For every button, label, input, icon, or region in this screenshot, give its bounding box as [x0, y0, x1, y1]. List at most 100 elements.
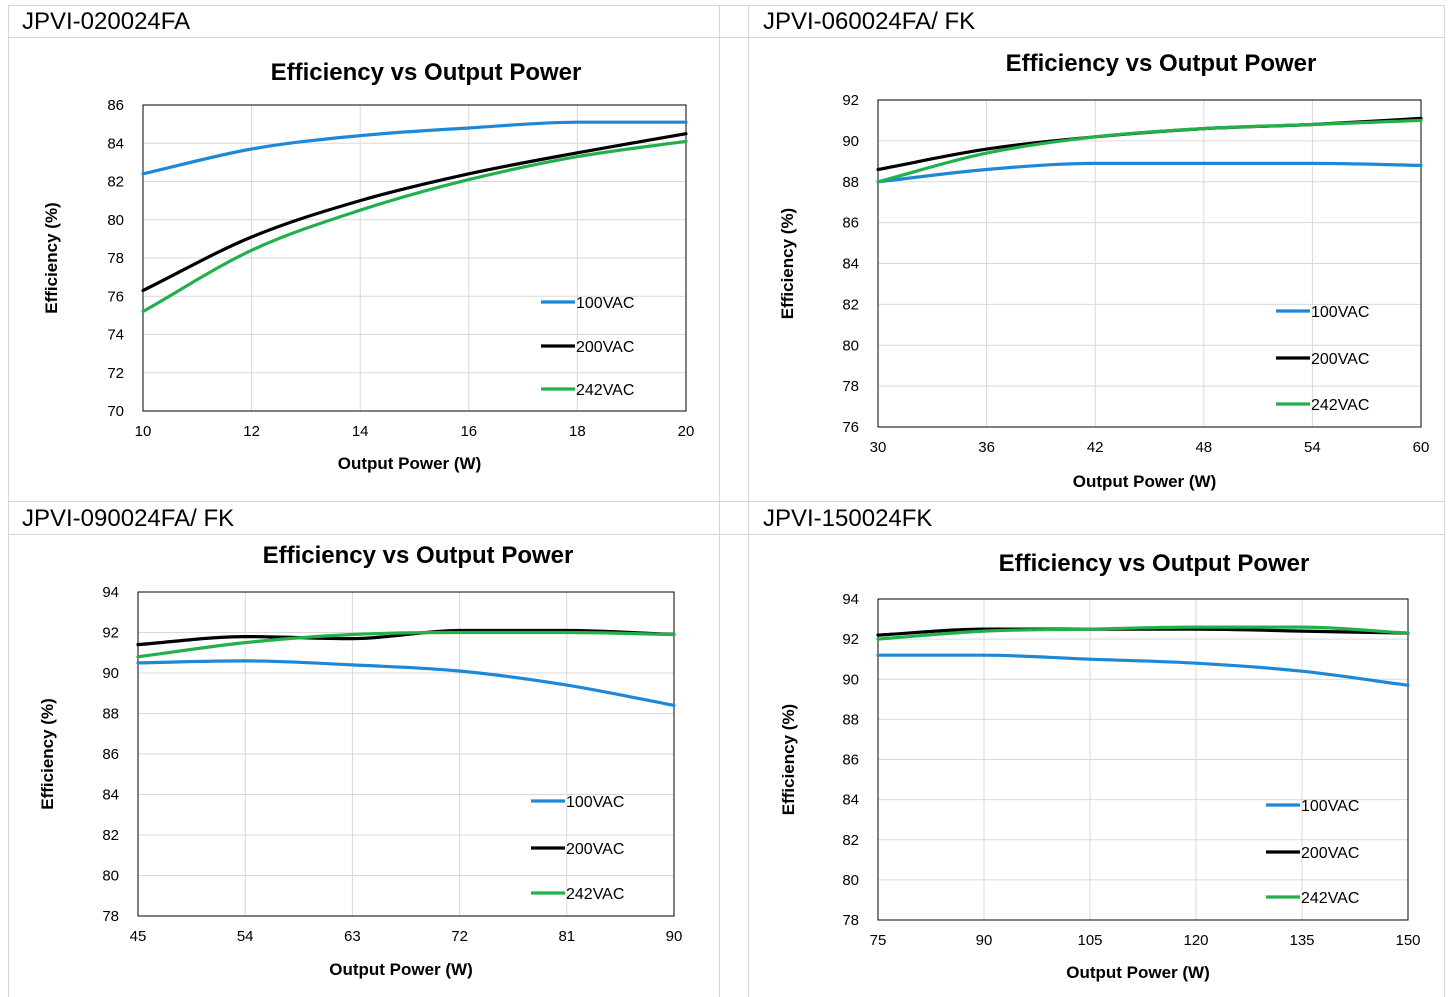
series-line-200vac [141, 132, 688, 293]
series-line-100vac [141, 120, 688, 176]
y-tick-label: 86 [842, 215, 859, 232]
grid-border-header1 [8, 37, 1445, 38]
x-tick-label: 48 [1195, 439, 1212, 456]
legend-label-242vac: 242VAC [576, 382, 634, 399]
x-tick-label: 12 [243, 423, 260, 440]
x-tick-label: 30 [870, 439, 887, 456]
legend-label-200vac: 200VAC [566, 841, 624, 858]
legend-label-242vac: 242VAC [566, 886, 624, 903]
legend-label-242vac: 242VAC [1301, 890, 1359, 907]
x-axis-title: Output Power (W) [1066, 963, 1210, 982]
plot-area-frame [877, 99, 1422, 428]
y-tick-label: 72 [107, 365, 124, 382]
y-tick-label: 90 [842, 671, 859, 688]
y-tick-label: 84 [842, 256, 859, 273]
x-tick-label: 54 [237, 928, 254, 945]
y-tick-label: 90 [842, 133, 859, 150]
chart-title: Efficiency vs Output Power [999, 550, 1310, 577]
x-tick-label: 81 [558, 928, 575, 945]
series-line-242vac [136, 630, 676, 659]
y-tick-label: 80 [842, 872, 859, 889]
x-tick-label: 20 [678, 423, 695, 440]
y-tick-label: 88 [842, 174, 859, 191]
y-tick-label: 80 [842, 337, 859, 354]
y-tick-label: 84 [107, 135, 124, 152]
panel-label-1: JPVI-020024FA [22, 8, 191, 35]
y-tick-label: 78 [107, 250, 124, 267]
y-tick-label: 78 [102, 908, 119, 925]
y-tick-label: 82 [842, 832, 859, 849]
series-line-242vac [876, 625, 1410, 641]
series-line-200vac [136, 628, 676, 647]
chart-3: 45 54 63 72 81 90 78 80 82 84 86 88 90 92 94 Efficiency… [38, 542, 682, 979]
y-tick-label: 80 [102, 868, 119, 885]
x-tick-label: 18 [569, 423, 586, 440]
x-tick-label: 105 [1077, 932, 1102, 949]
y-axis-title: Efficiency (%) [779, 704, 798, 815]
x-tick-label: 90 [976, 932, 993, 949]
y-axis-title: Efficiency (%) [38, 698, 57, 809]
series-line-100vac [876, 653, 1410, 687]
y-tick-label: 84 [842, 792, 859, 809]
series-line-100vac [876, 161, 1423, 184]
x-tick-label: 45 [130, 928, 147, 945]
plot-area-frame [137, 591, 675, 917]
y-tick-label: 70 [107, 403, 124, 420]
legend-label-100vac: 100VAC [566, 794, 624, 811]
legend-label-200vac: 200VAC [1311, 351, 1369, 368]
y-tick-label: 94 [102, 584, 119, 601]
y-tick-label: 86 [842, 752, 859, 769]
plot-area-frame [142, 104, 687, 412]
x-tick-label: 63 [344, 928, 361, 945]
panel-label-4: JPVI-150024FK [763, 505, 933, 532]
chart-4: 75 90 105 120 135 150 78 80 82 84 86 88 90 92 94 Effici… [779, 550, 1421, 982]
x-tick-label: 75 [870, 932, 887, 949]
x-tick-label: 10 [135, 423, 152, 440]
y-tick-label: 76 [107, 288, 124, 305]
grid-border-top [8, 5, 1445, 6]
grid-border-middle [8, 501, 1445, 502]
series-line-242vac [876, 118, 1423, 184]
y-tick-label: 78 [842, 378, 859, 395]
legend-label-242vac: 242VAC [1311, 397, 1369, 414]
x-tick-label: 150 [1395, 932, 1420, 949]
y-tick-label: 92 [842, 92, 859, 109]
y-axis-title: Efficiency (%) [42, 202, 61, 313]
x-axis-title: Output Power (W) [1073, 472, 1217, 491]
chart-title: Efficiency vs Output Power [1006, 50, 1317, 77]
grid-border-col-a [719, 5, 720, 997]
y-tick-label: 84 [102, 787, 119, 804]
x-axis-title: Output Power (W) [329, 960, 473, 979]
x-tick-label: 90 [666, 928, 683, 945]
x-tick-label: 72 [451, 928, 468, 945]
plot-area-frame [877, 598, 1409, 921]
x-axis-title: Output Power (W) [338, 454, 482, 473]
x-tick-label: 16 [460, 423, 477, 440]
y-tick-label: 90 [102, 665, 119, 682]
x-tick-label: 54 [1304, 439, 1321, 456]
grid-border-col-b [748, 5, 749, 997]
y-tick-label: 92 [842, 631, 859, 648]
y-tick-label: 76 [842, 419, 859, 436]
series-line-100vac [136, 659, 676, 707]
y-tick-label: 80 [107, 212, 124, 229]
x-tick-label: 14 [352, 423, 369, 440]
y-tick-label: 82 [107, 174, 124, 191]
y-tick-label: 82 [102, 827, 119, 844]
x-tick-label: 42 [1087, 439, 1104, 456]
grid-border-right [1444, 5, 1445, 997]
series-line-242vac [141, 139, 688, 314]
panel-label-3: JPVI-090024FA/ FK [22, 505, 235, 532]
y-axis-title: Efficiency (%) [778, 208, 797, 319]
chart-title: Efficiency vs Output Power [263, 542, 574, 569]
y-tick-label: 94 [842, 591, 859, 608]
chart-1: 10 12 14 16 18 20 70 72 74 76 78 80 82 84 86 Efficiency… [42, 59, 694, 473]
legend-label-200vac: 200VAC [576, 339, 634, 356]
y-tick-label: 86 [107, 97, 124, 114]
grid-border-left [8, 5, 9, 997]
x-tick-label: 36 [978, 439, 995, 456]
y-tick-label: 86 [102, 746, 119, 763]
y-tick-label: 92 [102, 625, 119, 642]
